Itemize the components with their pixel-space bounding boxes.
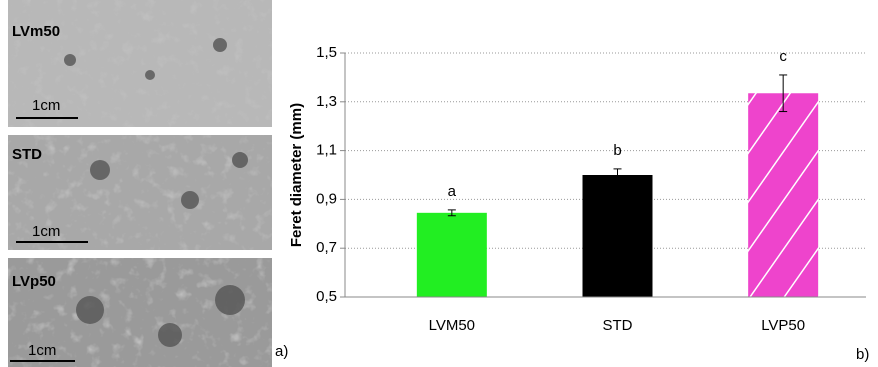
photo-panel [8,0,272,367]
x-tick-label: STD [603,317,633,334]
y-tick-label: 1,3 [316,93,337,110]
significance-letter: c [779,48,787,65]
panel-label: a) [275,343,288,360]
bar [582,175,653,297]
significance-letter: a [448,183,457,200]
scale-label: 1cm [28,342,56,359]
significance-letter: b [613,142,621,159]
y-tick-label: 0,7 [316,239,337,256]
photo-texture [8,0,272,127]
y-tick-label: 0,9 [316,190,337,207]
x-tick-label: LVM50 [429,317,475,334]
pores [64,38,248,347]
y-tick-label: 1,5 [316,44,337,61]
photo-label: LVm50 [12,23,60,40]
photo-label: LVp50 [12,273,56,290]
scale-label: 1cm [32,97,60,114]
photo-label: STD [12,146,42,163]
x-tick-label: LVP50 [761,317,805,334]
y-axis-label: Feret diameter (mm) [288,103,305,247]
bar [748,93,819,297]
bar [416,212,487,297]
photo-texture [8,135,272,250]
y-tick-label: 0,5 [316,288,337,305]
panel-label: b) [856,346,869,363]
scale-label: 1cm [32,223,60,240]
y-tick-label: 1,1 [316,142,337,159]
